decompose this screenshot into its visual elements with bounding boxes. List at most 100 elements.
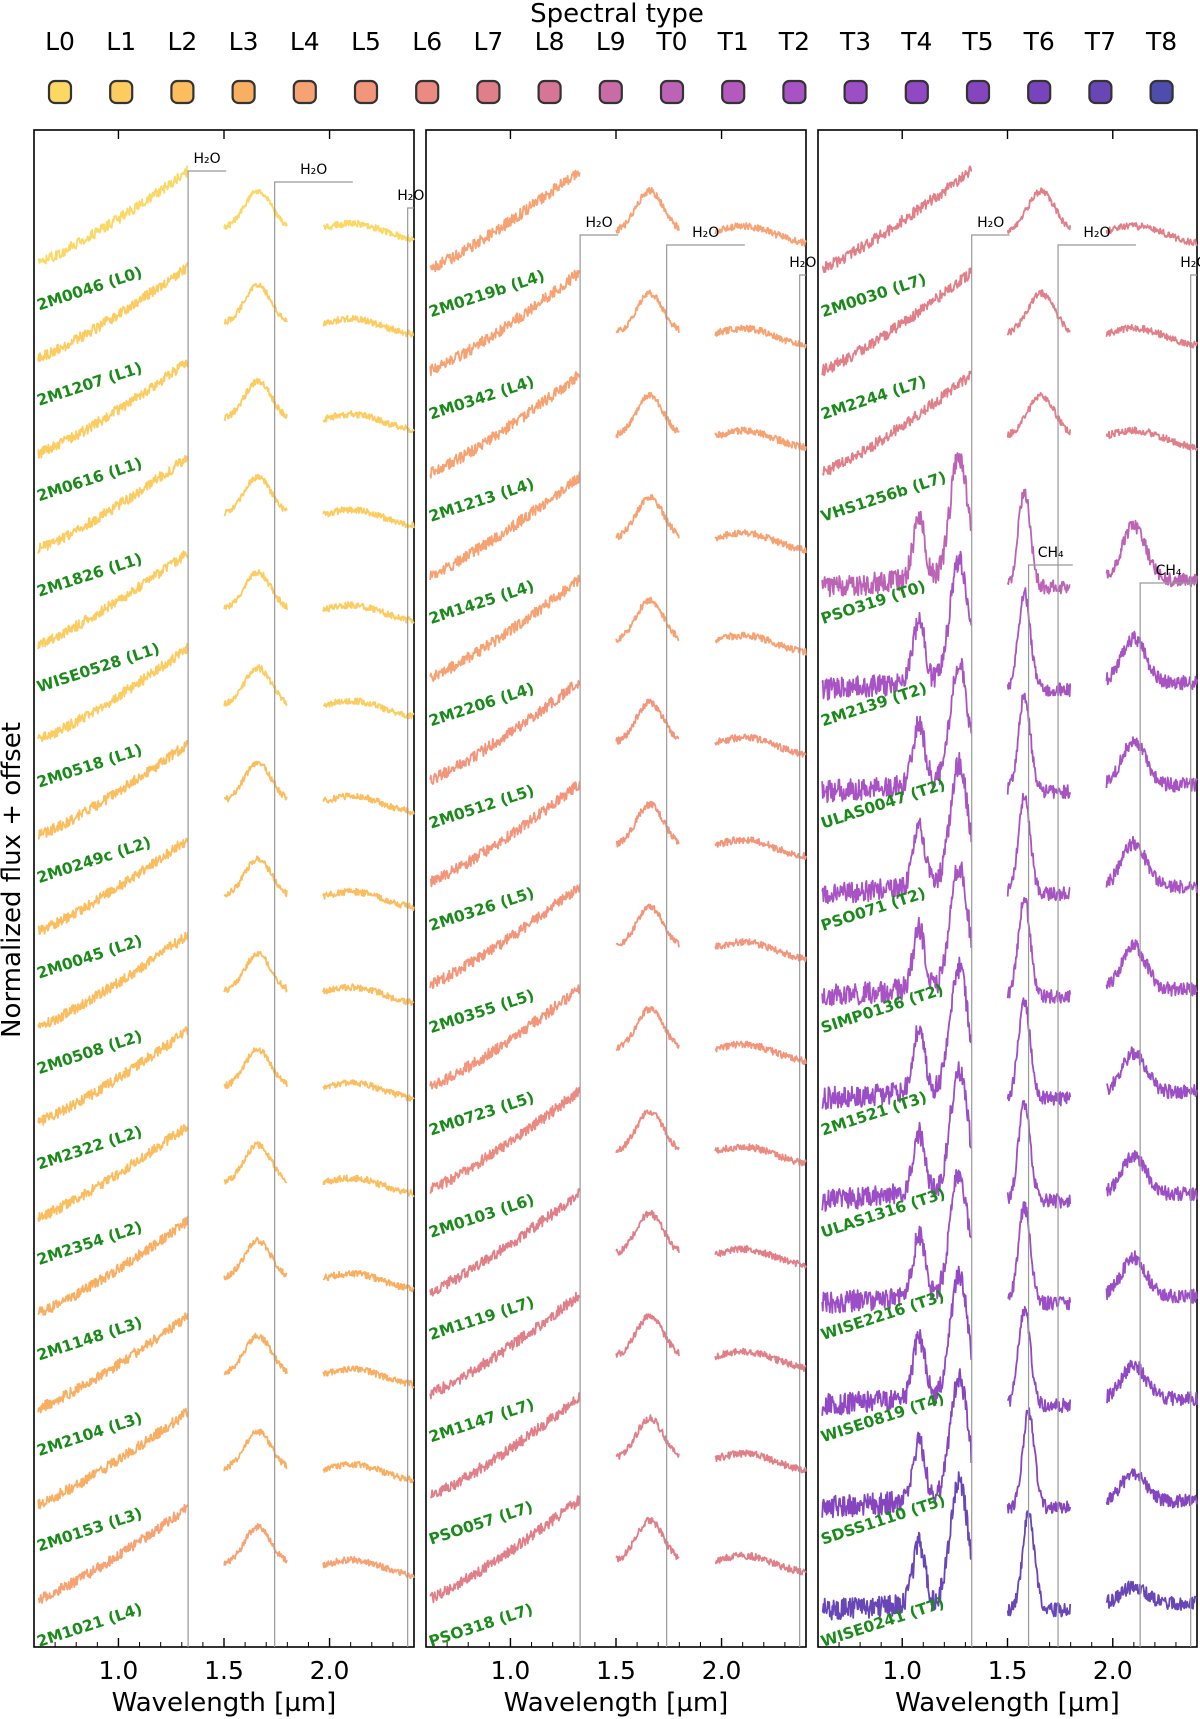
spectrum-segment bbox=[37, 1026, 189, 1126]
legend-swatch-l5 bbox=[353, 79, 379, 105]
legend-swatch-t1 bbox=[721, 79, 746, 105]
x-axis-title: Wavelength [µm] bbox=[112, 1688, 337, 1718]
spectrum-segment bbox=[1006, 392, 1072, 439]
spectrum-2m0342 bbox=[429, 269, 807, 377]
x-tick-label: 1.5 bbox=[988, 1656, 1028, 1685]
feature-label: H₂O bbox=[1180, 255, 1200, 271]
spectrum-segment bbox=[615, 289, 680, 334]
spectrum-vhs1256b bbox=[821, 370, 1198, 476]
spectrum-segment bbox=[1006, 488, 1071, 595]
spectrum-segment bbox=[821, 1061, 972, 1212]
spectrum-segment bbox=[1006, 289, 1071, 336]
x-tick-label: 1.5 bbox=[596, 1656, 636, 1685]
legend-swatch-t2 bbox=[782, 79, 807, 105]
feature-marker-line bbox=[579, 234, 619, 1647]
spectrum-2m1521 bbox=[821, 956, 1198, 1110]
spectrum-segment bbox=[322, 1079, 415, 1102]
spectrum-2m2322 bbox=[37, 1026, 415, 1126]
legend-label-l0: L0 bbox=[45, 27, 75, 56]
legend-label-l3: L3 bbox=[229, 27, 259, 56]
spectrum-segment bbox=[223, 1141, 288, 1185]
spectrum-sdss1110 bbox=[821, 1368, 1198, 1519]
spectrum-segment bbox=[223, 664, 288, 707]
feature-marker-line bbox=[666, 244, 745, 1647]
spectrum-wise2216 bbox=[821, 1169, 1198, 1314]
legend-label-t5: T5 bbox=[961, 27, 993, 56]
spectrum-2m1021 bbox=[37, 1503, 415, 1604]
legend-swatch-t7 bbox=[1088, 79, 1113, 105]
legend-swatch-t5 bbox=[965, 79, 991, 105]
legend-label-t8: T8 bbox=[1145, 27, 1177, 56]
spectrum-segment bbox=[615, 494, 680, 541]
spectrum-wise0819 bbox=[821, 1265, 1198, 1416]
legend-label-l5: L5 bbox=[351, 27, 381, 56]
legend-label-l1: L1 bbox=[106, 27, 136, 56]
spectrum-segment bbox=[714, 426, 807, 452]
spectrum-segment bbox=[615, 800, 680, 848]
spectrum-2m0326 bbox=[429, 781, 807, 888]
spectrum-segment bbox=[322, 314, 415, 338]
legend-swatch-l8 bbox=[537, 79, 562, 105]
spectrum-segment bbox=[714, 1551, 807, 1576]
spectrum-segment bbox=[37, 550, 189, 650]
panel-right: 1.0 1.5 2.0 Wavelength [µm] 2M0030 (L7) 2M224… bbox=[817, 129, 1200, 1718]
spectrum-segment bbox=[1105, 1250, 1198, 1304]
spectrum-2m0355 bbox=[429, 884, 807, 989]
spectrum-2m1826 bbox=[37, 454, 415, 554]
feature-label: H₂O bbox=[692, 225, 719, 241]
spectrum-segment bbox=[37, 262, 189, 363]
feature-label: H₂O bbox=[194, 151, 221, 167]
spectrum-segment bbox=[429, 574, 581, 682]
spectrum-pso057 bbox=[430, 1392, 807, 1499]
spectrum-segment bbox=[37, 165, 189, 265]
legend-label-t7: T7 bbox=[1084, 27, 1116, 56]
spectrum-segment bbox=[615, 596, 680, 644]
object-label: WISE0528 (L1) bbox=[35, 639, 162, 696]
spectrum-segment bbox=[821, 861, 973, 1007]
spectrum-segment bbox=[1105, 736, 1198, 793]
spectrum-segment bbox=[322, 887, 415, 912]
spectrum-2m1213 bbox=[429, 371, 807, 479]
spectrum-segment bbox=[429, 269, 581, 377]
spectrum-segment bbox=[322, 410, 415, 434]
spectrum-segment bbox=[429, 169, 581, 273]
spectrum-segment bbox=[322, 1555, 415, 1580]
spectrum-segment bbox=[223, 569, 288, 610]
object-label: 2M2244 (L7) bbox=[819, 372, 929, 423]
spectrum-segment bbox=[821, 267, 973, 377]
feature-marker-line bbox=[971, 234, 1010, 1647]
spectrum-segment bbox=[223, 1332, 288, 1376]
x-tick-label: 1.0 bbox=[99, 1656, 139, 1685]
spectrum-segment bbox=[1006, 997, 1072, 1107]
object-label: 2M1021 (L4) bbox=[35, 1600, 145, 1651]
spectrum-segment bbox=[429, 1291, 580, 1400]
spectrum-segment bbox=[1105, 324, 1198, 349]
spectrum-segment bbox=[714, 631, 807, 656]
spectrum-2m0153 bbox=[37, 1407, 415, 1510]
legend-label-l4: L4 bbox=[290, 27, 320, 56]
spectrum-segment bbox=[1106, 1046, 1198, 1100]
spectrum-segment bbox=[1105, 939, 1198, 997]
spectrum-segment bbox=[1105, 222, 1198, 247]
spectrum-2m0723 bbox=[429, 984, 807, 1090]
legend-label-t1: T1 bbox=[717, 27, 749, 56]
legend-swatch-l3 bbox=[231, 79, 256, 105]
spectrum-2m0616 bbox=[37, 359, 415, 459]
x-tick-label: 2.0 bbox=[1093, 1656, 1133, 1685]
spectrum-pso318 bbox=[429, 1495, 807, 1604]
spectrum-2m1148 bbox=[37, 1216, 415, 1316]
spectrum-2m2104 bbox=[37, 1312, 415, 1414]
spectrum-segment bbox=[37, 359, 189, 459]
object-label: 2M1148 (L3) bbox=[35, 1313, 145, 1364]
spectrum-segment bbox=[714, 1040, 807, 1066]
spectrum-segment bbox=[615, 698, 680, 745]
spectrum-segment bbox=[714, 324, 807, 349]
x-tick-label: 2.0 bbox=[310, 1656, 350, 1685]
spectrum-segment bbox=[223, 855, 288, 898]
legend-swatch-l7 bbox=[476, 79, 501, 105]
spectrum-segment bbox=[223, 377, 288, 422]
spectrum-segment bbox=[429, 371, 581, 479]
spectrum-segment bbox=[1105, 519, 1198, 588]
